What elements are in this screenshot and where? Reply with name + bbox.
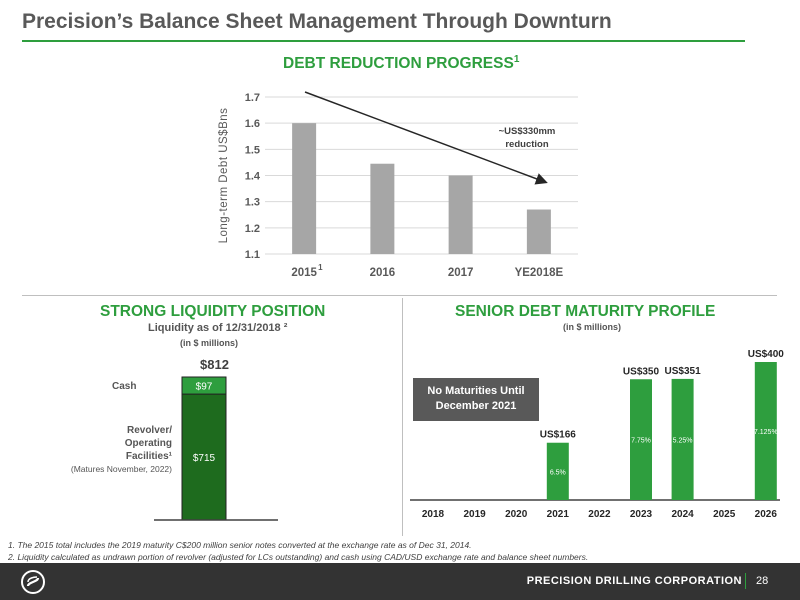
x-tick-label: 2017 xyxy=(448,267,474,279)
section-divider-vertical xyxy=(402,298,403,536)
x-tick-label: 2022 xyxy=(588,509,611,520)
liquidity-total: $812 xyxy=(200,357,229,372)
x-tick-label: 2019 xyxy=(463,509,486,520)
maturity-value-label: US$166 xyxy=(540,430,577,441)
footnote-2: 2. Liquidity calculated as undrawn porti… xyxy=(8,552,589,562)
maturity-value-label: US$400 xyxy=(748,349,785,360)
revolver-value-label: $715 xyxy=(193,453,216,464)
cash-label: Cash xyxy=(112,381,137,392)
revolver-label: Revolver/ Operating Facilities¹ (Matures… xyxy=(60,424,172,476)
y-tick-label: 1.4 xyxy=(245,171,261,183)
x-tick-label: 2021 xyxy=(547,509,570,520)
trend-arrow xyxy=(304,91,548,185)
maturity-value-label: US$351 xyxy=(665,366,702,377)
maturity-bar xyxy=(754,362,777,500)
maturity-value-label: US$350 xyxy=(623,366,660,377)
liquidity-subtitle: Liquidity as of 12/31/2018 ² xyxy=(148,322,288,334)
precision-logo-icon xyxy=(21,570,45,594)
coupon-rate-label: 5.25% xyxy=(673,437,693,444)
reduction-annotation-line-1: ~US$330mm xyxy=(499,126,556,137)
x-tick-label: 2024 xyxy=(671,509,694,520)
cash-value-label: $97 xyxy=(196,382,213,393)
y-tick-label: 1.5 xyxy=(245,144,260,156)
debt-bar xyxy=(526,209,551,254)
coupon-rate-label: 7.75% xyxy=(631,438,651,445)
footnote-1: 1. The 2015 total includes the 2019 matu… xyxy=(8,540,472,550)
liquidity-units: (in $ millions) xyxy=(180,338,239,348)
callout-line-2: December 2021 xyxy=(435,400,517,412)
x-tick-label: 2025 xyxy=(713,509,736,520)
revolver-note: (Matures November, 2022) xyxy=(70,464,172,474)
debt-bar xyxy=(292,123,317,254)
debt-heading-text: DEBT REDUCTION PROGRESS xyxy=(283,55,514,73)
x-tick-label: 2018 xyxy=(422,509,445,520)
x-tick-label: 2023 xyxy=(630,509,653,520)
page-number: 28 xyxy=(756,575,769,587)
no-maturities-callout: No Maturities Until December 2021 xyxy=(413,378,539,421)
maturity-bar xyxy=(546,442,569,500)
maturity-units: (in $ millions) xyxy=(563,322,622,332)
debt-bar xyxy=(448,175,473,254)
y-tick-label: 1.1 xyxy=(245,249,260,261)
cash-bar-segment xyxy=(181,376,227,395)
section-divider-horizontal xyxy=(22,295,777,296)
y-tick-label: 1.2 xyxy=(245,223,260,235)
x-tick-footnote-mark: 1 xyxy=(318,263,323,272)
debt-reduction-heading: DEBT REDUCTION PROGRESS1 xyxy=(283,54,519,73)
revolver-label-line-3: Facilities¹ xyxy=(125,451,172,462)
debt-heading-sup: 1 xyxy=(513,54,520,65)
title-underline xyxy=(22,40,745,42)
revolver-label-line-1: Revolver/ xyxy=(126,425,172,436)
y-tick-label: 1.6 xyxy=(245,118,260,130)
footer-bar xyxy=(0,563,800,600)
y-axis-label: Long-term Debt US$Bns xyxy=(218,108,230,244)
x-tick-label: YE2018E xyxy=(515,267,564,279)
maturity-bar xyxy=(630,379,652,500)
x-tick-label: 2020 xyxy=(505,509,528,520)
footer-divider xyxy=(745,573,746,589)
footer-company-name: PRECISION DRILLING CORPORATION xyxy=(526,575,742,587)
debt-bar xyxy=(370,163,395,254)
coupon-rate-label: 7.125% xyxy=(754,429,778,436)
x-tick-label: 2016 xyxy=(370,267,396,279)
liquidity-heading: STRONG LIQUIDITY POSITION xyxy=(100,303,326,320)
liquidity-chart: $97 $715 xyxy=(154,376,278,521)
coupon-rate-label: 6.5% xyxy=(550,469,566,476)
x-tick-label: 2015 xyxy=(291,267,317,279)
x-tick-label: 2026 xyxy=(755,509,778,520)
debt-reduction-chart: 1.1 1.2 1.3 1.4 1.5 1.6 1.7 2015 1 2016 2017 YE2018… xyxy=(218,91,578,279)
y-tick-label: 1.7 xyxy=(245,92,260,104)
page-title: Precision’s Balance Sheet Management Thr… xyxy=(22,10,612,33)
maturity-heading: SENIOR DEBT MATURITY PROFILE xyxy=(455,303,716,320)
revolver-label-line-2: Operating xyxy=(124,438,172,449)
reduction-annotation-line-2: reduction xyxy=(505,139,548,150)
maturity-bar xyxy=(671,378,694,500)
y-tick-label: 1.3 xyxy=(245,197,260,209)
maturity-chart: 2018 2019 2020 2021 US$166 6.5% 2022 2023 US$350… xyxy=(410,349,785,520)
callout-line-1: No Maturities Until xyxy=(427,385,525,397)
